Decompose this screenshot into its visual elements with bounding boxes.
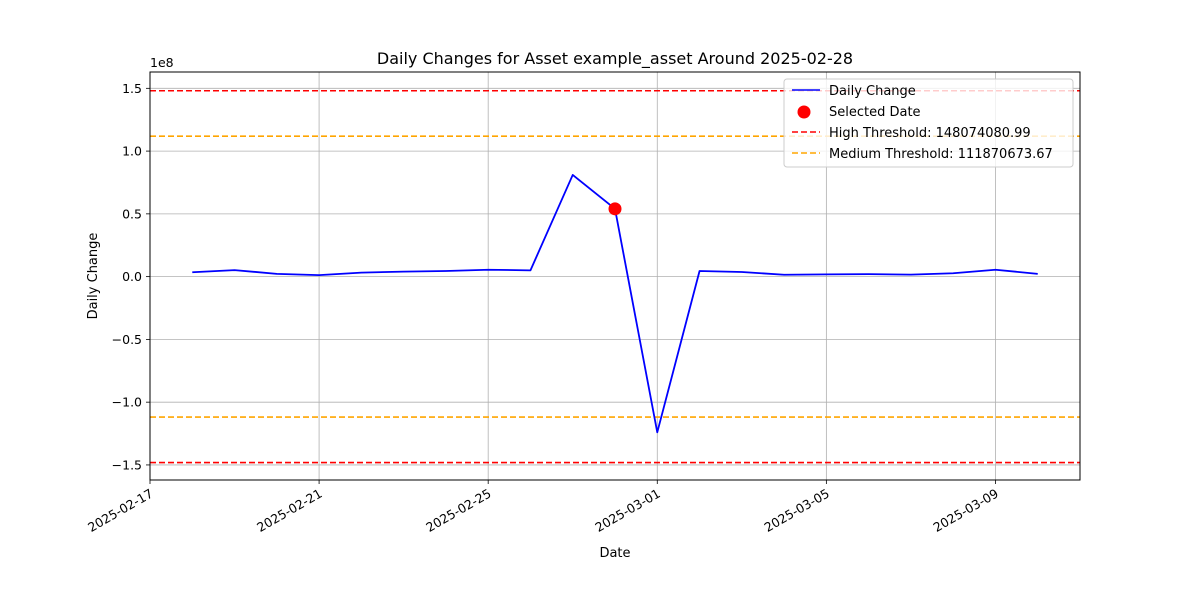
legend-entry-daily-change: Daily Change — [792, 84, 916, 99]
y-axis-label: Daily Change — [86, 233, 101, 320]
y-axis-ticks: −1.5 −1.0 −0.5 0.0 0.5 1.0 1.5 — [112, 81, 150, 472]
legend-entry-medium-threshold: Medium Threshold: 111870673.67 — [792, 147, 1053, 162]
selected-date-marker — [608, 202, 622, 216]
y-tick-label: 0.0 — [122, 269, 142, 284]
y-tick-label: 0.5 — [122, 206, 142, 221]
highlight-layer — [608, 202, 622, 216]
y-tick-label: 1.0 — [122, 144, 142, 159]
legend-entry-selected-date: Selected Date — [797, 105, 921, 120]
legend-label: High Threshold: 148074080.99 — [829, 126, 1031, 141]
legend-label: Selected Date — [829, 105, 921, 120]
legend-swatch-marker — [797, 105, 811, 119]
legend-entry-high-threshold: High Threshold: 148074080.99 — [792, 126, 1031, 141]
chart-title: Daily Changes for Asset example_asset Ar… — [377, 49, 853, 69]
y-tick-label: −1.0 — [112, 395, 142, 410]
y-tick-label: −1.5 — [112, 457, 142, 472]
y-tick-label: 1.5 — [122, 81, 142, 96]
legend-label: Medium Threshold: 111870673.67 — [829, 147, 1053, 162]
y-tick-label: −0.5 — [112, 332, 142, 347]
legend: Daily Change Selected Date High Threshol… — [783, 78, 1074, 168]
plot-frame — [149, 71, 1081, 481]
legend-box — [783, 78, 1074, 168]
legend-label: Daily Change — [829, 84, 916, 99]
y-offset-text: 1e8 — [150, 55, 174, 70]
x-axis-label: Date — [599, 546, 630, 561]
